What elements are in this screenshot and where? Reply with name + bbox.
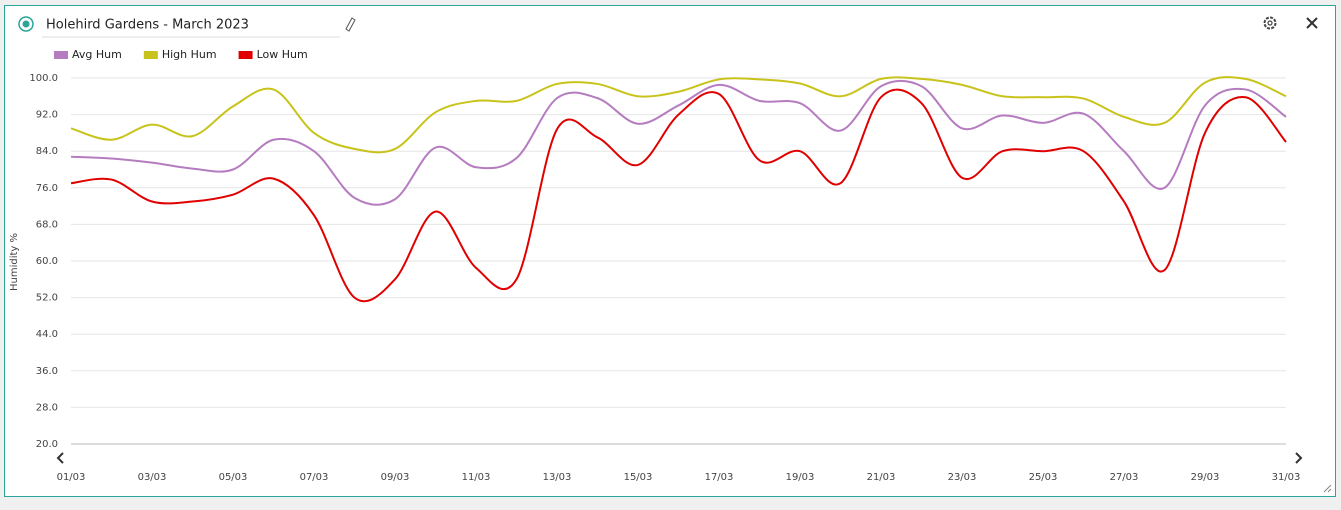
- y-tick-label: 100.0: [29, 73, 58, 84]
- x-tick-label: 27/03: [1110, 472, 1139, 483]
- scroll-left[interactable]: [56, 452, 64, 464]
- y-tick-label: 20.0: [36, 439, 58, 450]
- x-tick-label: 05/03: [219, 472, 248, 483]
- x-tick-label: 21/03: [867, 472, 896, 483]
- series-line: [70, 79, 1287, 206]
- x-tick-label: 29/03: [1191, 472, 1220, 483]
- settings-button[interactable]: [1263, 16, 1277, 30]
- x-tick-label: 17/03: [705, 472, 734, 483]
- series-line: [70, 88, 1287, 303]
- y-tick-label: 28.0: [36, 402, 58, 413]
- x-tick-label: 07/03: [300, 472, 329, 483]
- y-tick-label: 36.0: [36, 366, 58, 377]
- close-button[interactable]: [1306, 17, 1318, 29]
- legend-swatch[interactable]: [238, 51, 253, 59]
- legend-label[interactable]: High Hum: [162, 48, 217, 61]
- x-tick-label: 13/03: [543, 472, 572, 483]
- widget-frame: [4, 5, 1336, 497]
- x-tick-label: 03/03: [138, 472, 167, 483]
- y-tick-label: 44.0: [36, 329, 58, 340]
- y-axis-label: Humidity %: [9, 233, 20, 291]
- x-tick-label: 31/03: [1272, 472, 1301, 483]
- x-tick-label: 19/03: [786, 472, 815, 483]
- y-tick-label: 92.0: [36, 110, 58, 121]
- edit-button[interactable]: [345, 17, 356, 32]
- y-tick-label: 60.0: [36, 256, 58, 267]
- x-tick-label: 11/03: [462, 472, 491, 483]
- x-tick-label: 01/03: [57, 472, 86, 483]
- legend-swatch[interactable]: [54, 51, 68, 59]
- legend-swatch[interactable]: [143, 51, 158, 59]
- legend-label[interactable]: Low Hum: [257, 48, 308, 61]
- x-tick-label: 23/03: [948, 472, 977, 483]
- y-tick-label: 52.0: [36, 293, 58, 304]
- y-tick-label: 76.0: [36, 183, 58, 194]
- chart-title: Holehird Gardens - March 2023: [46, 18, 249, 33]
- series-line: [70, 76, 1287, 154]
- scroll-right[interactable]: [1295, 452, 1303, 464]
- legend-label[interactable]: Avg Hum: [72, 48, 122, 61]
- y-tick-label: 84.0: [36, 146, 58, 157]
- x-tick-label: 25/03: [1029, 472, 1058, 483]
- resize-handle[interactable]: [1323, 484, 1332, 493]
- x-tick-label: 09/03: [381, 472, 410, 483]
- status-dot: [22, 20, 30, 28]
- y-tick-label: 68.0: [36, 219, 58, 230]
- x-tick-label: 15/03: [624, 472, 653, 483]
